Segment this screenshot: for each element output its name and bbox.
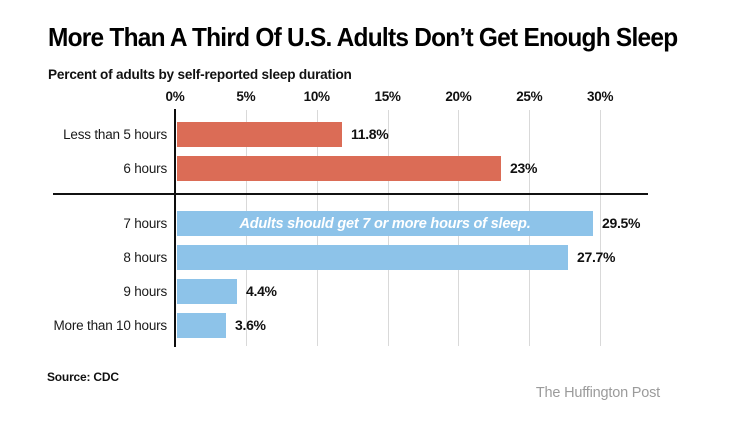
axis-tick-label: 15% bbox=[374, 89, 401, 104]
credit-label: The Huffington Post bbox=[535, 385, 660, 401]
bar bbox=[177, 279, 237, 304]
bar bbox=[177, 313, 226, 338]
category-label: More than 10 hours bbox=[53, 318, 168, 333]
value-label: 23% bbox=[510, 160, 538, 176]
category-label: Less than 5 hours bbox=[63, 127, 167, 142]
category-label: 9 hours bbox=[123, 284, 167, 299]
axis-tick-label: 30% bbox=[587, 89, 614, 104]
category-label: 6 hours bbox=[123, 161, 167, 176]
bar bbox=[177, 156, 501, 181]
value-label: 4.4% bbox=[246, 283, 277, 299]
axis-tick-label: 10% bbox=[303, 89, 330, 104]
category-label: 7 hours bbox=[123, 216, 167, 231]
annotation-label: Adults should get 7 or more hours of sle… bbox=[239, 215, 531, 232]
axis-tick-label: 5% bbox=[236, 89, 256, 104]
divider-line bbox=[53, 193, 648, 195]
source-label: Source: CDC bbox=[47, 370, 119, 384]
value-label: 29.5% bbox=[602, 215, 641, 231]
y-axis-line bbox=[174, 109, 176, 347]
axis-tick-label: 0% bbox=[165, 89, 185, 104]
chart-subtitle: Percent of adults by self-reported sleep… bbox=[48, 66, 352, 82]
bar bbox=[177, 245, 568, 270]
category-label: 8 hours bbox=[123, 250, 167, 265]
chart-title: More Than A Third Of U.S. Adults Don’t G… bbox=[48, 22, 678, 52]
value-label: 11.8% bbox=[351, 126, 389, 142]
axis-tick-label: 25% bbox=[516, 89, 543, 104]
axis-tick-label: 20% bbox=[445, 89, 472, 104]
value-label: 3.6% bbox=[235, 317, 266, 333]
bar: Adults should get 7 or more hours of sle… bbox=[177, 211, 593, 236]
gridline bbox=[600, 110, 602, 346]
value-label: 27.7% bbox=[577, 249, 616, 265]
bar bbox=[177, 122, 342, 147]
